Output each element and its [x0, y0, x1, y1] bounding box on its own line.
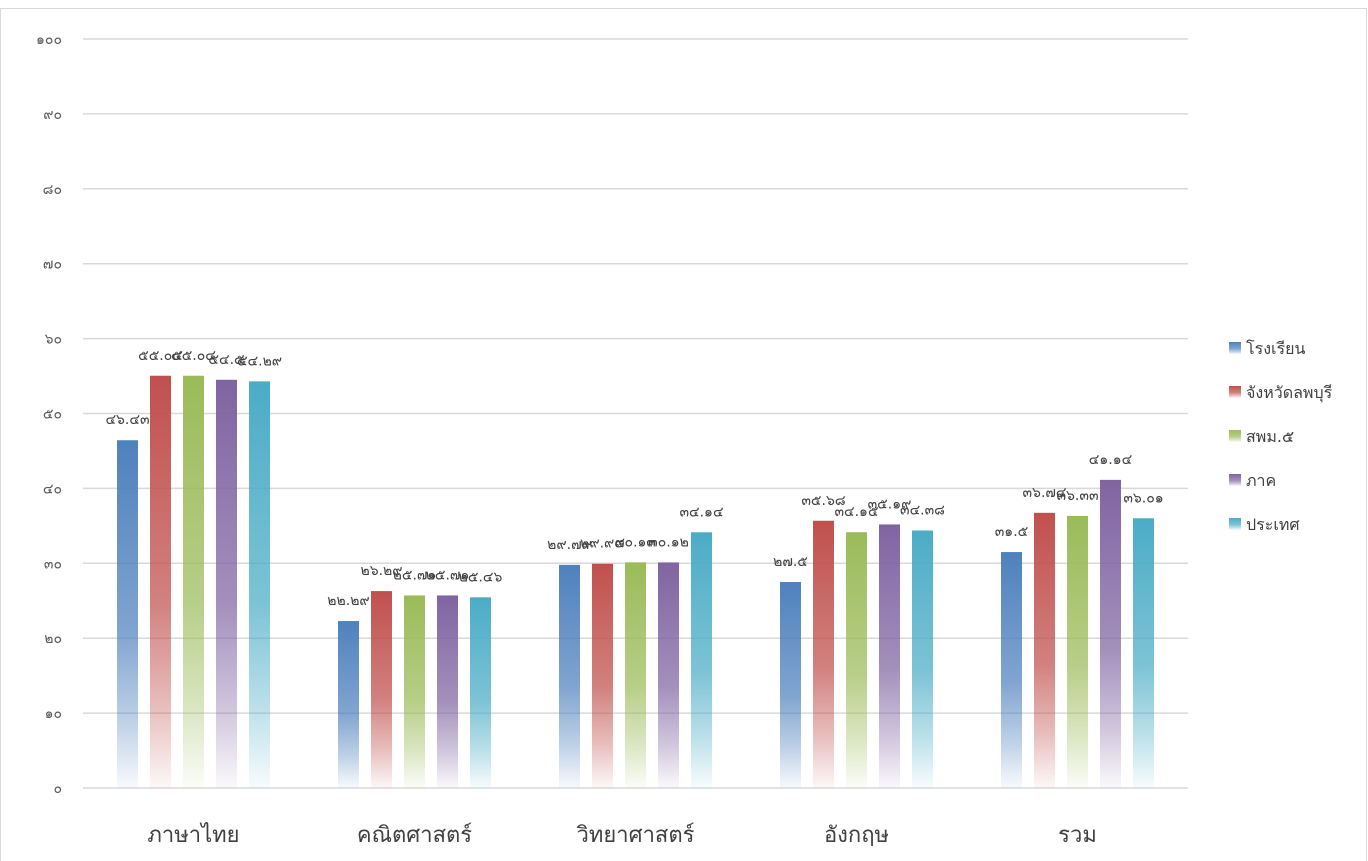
y-axis-ticks: ๐ ๑๐ ๒๐ ๓๐ ๔๐ ๕๐ ๖๐ ๗๐ ๘๐ ๙๐ ๑๐๐: [36, 32, 62, 797]
y-tick-label: ๐: [53, 781, 62, 797]
bar: [780, 582, 801, 788]
bar: [592, 563, 613, 788]
y-tick-label: ๙๐: [43, 107, 62, 123]
bar: [658, 562, 679, 788]
bars: [117, 375, 1154, 788]
data-label: ๒๕.๗๑: [426, 567, 470, 583]
bar: [338, 621, 359, 788]
y-tick-label: ๗๐: [43, 257, 62, 273]
chart-frame: [0, 8, 1367, 861]
bar: [879, 524, 900, 788]
bar: [1034, 512, 1055, 788]
bar: [437, 595, 458, 788]
legend-swatch: [1229, 430, 1241, 442]
data-label: ๓๑.๕: [995, 524, 1029, 540]
data-label: ๔๑.๑๔: [1089, 452, 1132, 468]
data-label: ๒๕.๔๖: [459, 569, 503, 585]
x-tick-label: คณิตศาสตร์: [357, 823, 472, 848]
data-label: ๒๙.๙๔: [580, 536, 625, 552]
bar: [216, 379, 237, 788]
bar: [1001, 552, 1022, 788]
data-label: ๓๔.๑๕: [834, 504, 878, 520]
x-tick-label: อังกฤษ: [824, 823, 889, 848]
y-tick-label: ๘๐: [43, 182, 62, 198]
data-label: ๓๖.๐๑: [1123, 490, 1163, 506]
bar: [249, 381, 270, 788]
data-label: ๒๕.๗๑: [393, 567, 437, 583]
data-label: ๒๙.๗๙: [547, 537, 592, 553]
bar: [912, 530, 933, 788]
data-label: ๓๔.๑๔: [679, 504, 723, 520]
y-tick-label: ๑๐: [45, 706, 62, 722]
legend-swatch: [1229, 518, 1241, 530]
data-label: ๓๕.๖๘: [801, 493, 845, 509]
bar: [150, 375, 171, 788]
data-label: ๒๖.๒๙: [360, 563, 402, 579]
x-tick-label: วิทยาศาสตร์: [576, 823, 695, 848]
x-tick-label: รวม: [1058, 823, 1097, 848]
bar: [846, 532, 867, 788]
data-label: ๓๐.๑๒: [648, 534, 689, 550]
legend-label: ประเทศ: [1246, 515, 1300, 534]
bar: [371, 591, 392, 788]
data-label: ๕๕.๐๔: [171, 348, 216, 364]
bar: [1133, 518, 1154, 788]
data-label: ๓๕.๑๙: [868, 496, 912, 512]
data-labels: ๔๖.๔๓๕๕.๐๔๕๕.๐๔๕๔.๕๕๔.๒๙๒๒.๒๙๒๖.๒๙๒๕.๗๑๒…: [105, 348, 1163, 609]
x-axis-ticks: ภาษาไทย คณิตศาสตร์ วิทยาศาสตร์ อังกฤษ รวม: [147, 822, 1096, 848]
y-tick-label: ๑๐๐: [36, 32, 62, 48]
bar: [404, 595, 425, 788]
bar: [813, 520, 834, 788]
data-label: ๕๔.๕: [208, 352, 244, 368]
y-tick-label: ๒๐: [44, 631, 62, 647]
data-label: ๓๔.๓๘: [900, 502, 945, 518]
data-label: ๒๒.๒๙: [327, 593, 369, 609]
bar: [117, 440, 138, 788]
data-label: ๔๖.๔๓: [105, 412, 149, 428]
data-label: ๓๐.๑๓: [615, 534, 656, 550]
data-label: ๕๔.๒๙: [237, 353, 282, 369]
bar: [691, 532, 712, 788]
bar: [559, 564, 580, 788]
data-label: ๕๕.๐๔: [138, 348, 183, 364]
bar: [1067, 515, 1088, 788]
y-tick-label: ๔๐: [43, 481, 62, 497]
legend-label: สพม.๕: [1246, 427, 1294, 446]
bar: [183, 375, 204, 788]
y-tick-label: ๓๐: [44, 556, 62, 572]
y-tick-label: ๖๐: [45, 332, 62, 348]
x-tick-label: ภาษาไทย: [147, 822, 239, 848]
legend-label: ภาค: [1246, 471, 1276, 490]
bar: [625, 562, 646, 788]
legend-swatch: [1229, 386, 1241, 398]
legend-swatch: [1229, 342, 1241, 354]
data-label: ๓๖.๓๓: [1056, 488, 1098, 504]
legend-label: โรงเรียน: [1246, 339, 1305, 358]
bar: [470, 597, 491, 788]
bar: [1100, 479, 1121, 788]
data-label: ๓๖.๗๔: [1022, 485, 1066, 501]
data-label: ๒๗.๕: [773, 554, 808, 570]
legend-swatch: [1229, 474, 1241, 486]
y-tick-label: ๕๐: [43, 407, 62, 423]
legend-label: จังหวัดลพบุรี: [1246, 383, 1333, 403]
